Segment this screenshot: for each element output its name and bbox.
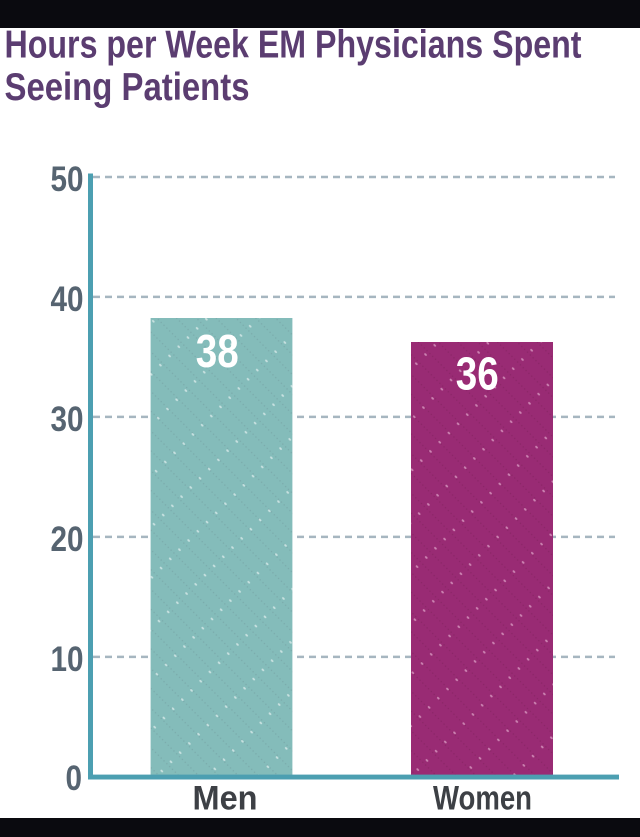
svg-text:0: 0	[66, 759, 83, 798]
svg-text:Seeing Patients: Seeing Patients	[5, 66, 250, 109]
svg-text:Men: Men	[193, 780, 258, 818]
svg-text:40: 40	[51, 280, 84, 319]
svg-text:20: 20	[51, 520, 84, 559]
svg-text:36: 36	[456, 347, 499, 399]
svg-text:10: 10	[51, 640, 84, 679]
svg-text:30: 30	[51, 400, 84, 439]
svg-text:Hours per Week EM Physicians S: Hours per Week EM Physicians Spent	[5, 24, 582, 67]
svg-text:50: 50	[51, 160, 84, 199]
svg-text:38: 38	[196, 325, 239, 377]
svg-text:Women: Women	[433, 780, 532, 818]
